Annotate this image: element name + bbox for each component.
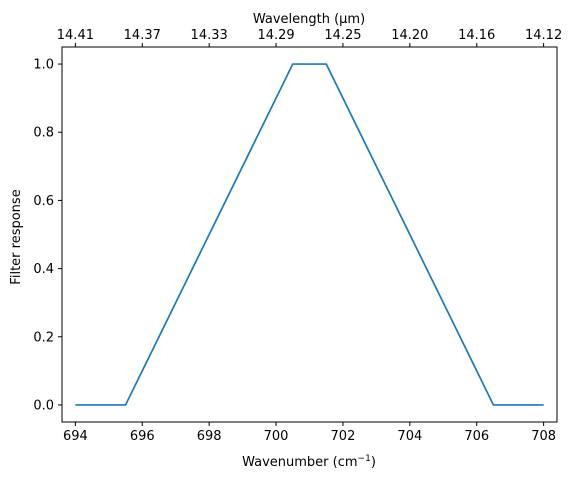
- x-tick-label: 706: [464, 429, 489, 444]
- x-tick-label: 698: [197, 429, 222, 444]
- top-tick-label: 14.25: [324, 28, 361, 43]
- top-tick-label: 14.29: [257, 28, 294, 43]
- top-tick-label: 14.20: [391, 28, 428, 43]
- x-axis-label: Wavenumber (cm−1): [242, 454, 376, 470]
- plot-frame: [61, 46, 558, 423]
- x-tick-label: 704: [397, 429, 422, 444]
- x-tick-label: 696: [130, 429, 155, 444]
- y-tick-label: 0.8: [33, 126, 54, 141]
- top-tick-label: 14.33: [191, 28, 228, 43]
- y-axis-label: Filter response: [9, 189, 24, 284]
- x-tick-label: 702: [331, 429, 356, 444]
- axis-ticks: 694 696 698 700 702 704 706 708 14.41 14.37 14.33 1…: [33, 28, 562, 444]
- top-tick-label: 14.37: [124, 28, 161, 43]
- top-axis-label: Wavelength (μm): [253, 12, 365, 27]
- top-tick-label: 14.12: [525, 28, 562, 43]
- x-tick-label: 694: [63, 429, 88, 444]
- x-tick-label: 700: [264, 429, 289, 444]
- y-tick-label: 0.6: [33, 194, 54, 209]
- top-tick-label: 14.16: [458, 28, 495, 43]
- y-tick-label: 0.4: [33, 262, 54, 277]
- x-tick-label: 708: [531, 429, 556, 444]
- top-tick-label: 14.41: [57, 28, 94, 43]
- y-tick-label: 0.2: [33, 330, 54, 345]
- y-tick-label: 1.0: [33, 58, 54, 73]
- plot-marks: [75, 63, 544, 406]
- series-line-0: [75, 63, 544, 406]
- y-tick-label: 0.0: [33, 398, 54, 413]
